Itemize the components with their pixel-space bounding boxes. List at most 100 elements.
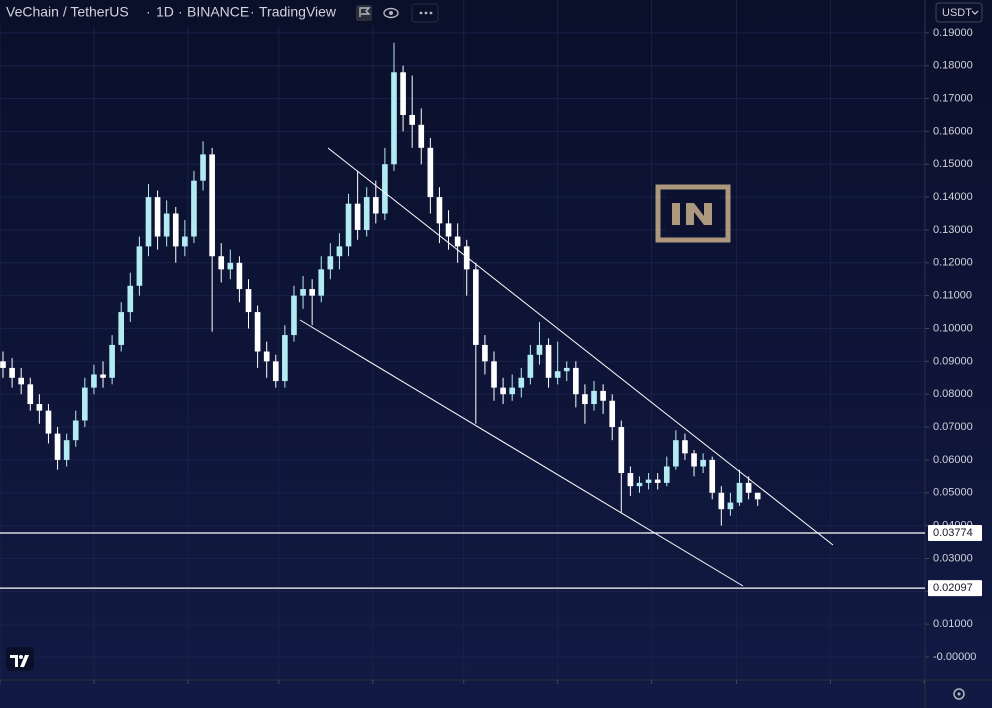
candle-body [563, 367, 570, 372]
candle-body [27, 384, 34, 405]
candle-body [745, 482, 752, 493]
candle-body [336, 246, 343, 257]
candle-body [709, 459, 716, 493]
candle-body [100, 374, 106, 378]
separator: · [178, 4, 183, 20]
candle-body [554, 371, 561, 378]
y-tick-label: 0.16000 [933, 125, 973, 137]
price-label-box [928, 525, 982, 542]
y-tick-label: 0.14000 [933, 191, 973, 203]
candle-body [209, 154, 215, 257]
trend-line-lower [299, 319, 744, 587]
price-label-box [928, 580, 982, 597]
y-tick-label: 0.13000 [933, 224, 973, 236]
candle-body [736, 482, 743, 503]
candle-body [263, 351, 270, 362]
exchange: BINANCE [187, 4, 249, 20]
settings-icon[interactable] [953, 688, 965, 700]
candle-body [45, 410, 52, 434]
y-tick-label: 0.10000 [933, 322, 973, 334]
candle-body [145, 197, 152, 247]
candle-body [609, 400, 616, 428]
candle-body [482, 344, 488, 362]
candle-body [454, 236, 461, 247]
candle-body [254, 312, 261, 352]
currency: USDT [942, 7, 972, 19]
y-tick-label: 0.06000 [933, 454, 973, 466]
candle-body [372, 197, 379, 214]
candle-body [72, 420, 79, 441]
candle-body [654, 479, 661, 483]
candle-body [291, 295, 297, 336]
candle-body [682, 440, 688, 454]
candle-body [409, 114, 415, 125]
candle-body [645, 479, 652, 483]
candle-body [172, 213, 179, 247]
candle-body [700, 459, 706, 467]
candle-body [363, 197, 370, 230]
candle-body [54, 433, 61, 460]
candle-body [491, 361, 497, 388]
candle-body [118, 312, 125, 345]
candle-body [163, 213, 170, 237]
candle-body [327, 256, 334, 270]
candle-body [636, 482, 643, 487]
y-tick-label: 0.07000 [933, 421, 973, 433]
candle-body [436, 197, 443, 224]
currency-button[interactable]: USDT [935, 2, 983, 23]
candle-body [91, 374, 97, 388]
symbol-title: VeChain / TetherUS [6, 4, 129, 20]
y-tick-label: 0.03000 [933, 552, 973, 564]
candle-body [727, 502, 734, 510]
source: TradingView [259, 4, 337, 20]
y-tick-label: 0.01000 [933, 618, 973, 630]
candle-body [218, 256, 225, 270]
interval: 1D [156, 4, 174, 20]
candle-body [191, 180, 197, 237]
candle-body [445, 223, 452, 237]
candle-body [573, 367, 579, 395]
watermark-logo [655, 184, 731, 243]
candle-body [463, 246, 470, 270]
separator: · [146, 4, 151, 20]
candle-body [500, 387, 506, 395]
candle-body [9, 367, 15, 378]
price-label: 0.02097 [933, 582, 973, 594]
candle-body [245, 289, 252, 313]
candle-body [82, 387, 88, 421]
y-tick-label: 0.09000 [933, 355, 973, 367]
candle-body [518, 377, 525, 388]
candle-body [527, 354, 534, 378]
candle-body [473, 269, 479, 345]
candle-body [391, 72, 397, 165]
y-tick-label: 0.17000 [933, 92, 973, 104]
candle-body [663, 466, 670, 483]
price-label: 0.03774 [933, 527, 973, 539]
candle-body [354, 203, 361, 230]
candle-body [382, 164, 388, 214]
y-tick-label: 0.11000 [933, 290, 972, 302]
y-tick-label: 0.18000 [933, 60, 973, 72]
candle-body [109, 344, 115, 378]
candle-body [282, 335, 288, 382]
candle-body [427, 147, 434, 198]
visibility-icon[interactable] [383, 7, 399, 19]
candle-body [227, 262, 234, 270]
candle-body [582, 394, 588, 405]
more-icon[interactable] [411, 3, 439, 23]
candle-body [272, 361, 279, 382]
candle-body [300, 289, 306, 296]
candle-body [691, 453, 697, 467]
candle-body [536, 344, 543, 355]
candle-body [318, 269, 325, 296]
candle-body [627, 473, 634, 487]
flag-icon[interactable] [356, 5, 372, 21]
candle-body [18, 377, 25, 385]
candle-body [200, 154, 206, 181]
candle-body [618, 427, 625, 474]
y-tick-label: 0.19000 [933, 27, 973, 39]
candle-body [309, 289, 315, 296]
y-tick-label: 0.12000 [933, 257, 973, 269]
candle-body [63, 440, 70, 460]
candle-body [418, 124, 425, 148]
